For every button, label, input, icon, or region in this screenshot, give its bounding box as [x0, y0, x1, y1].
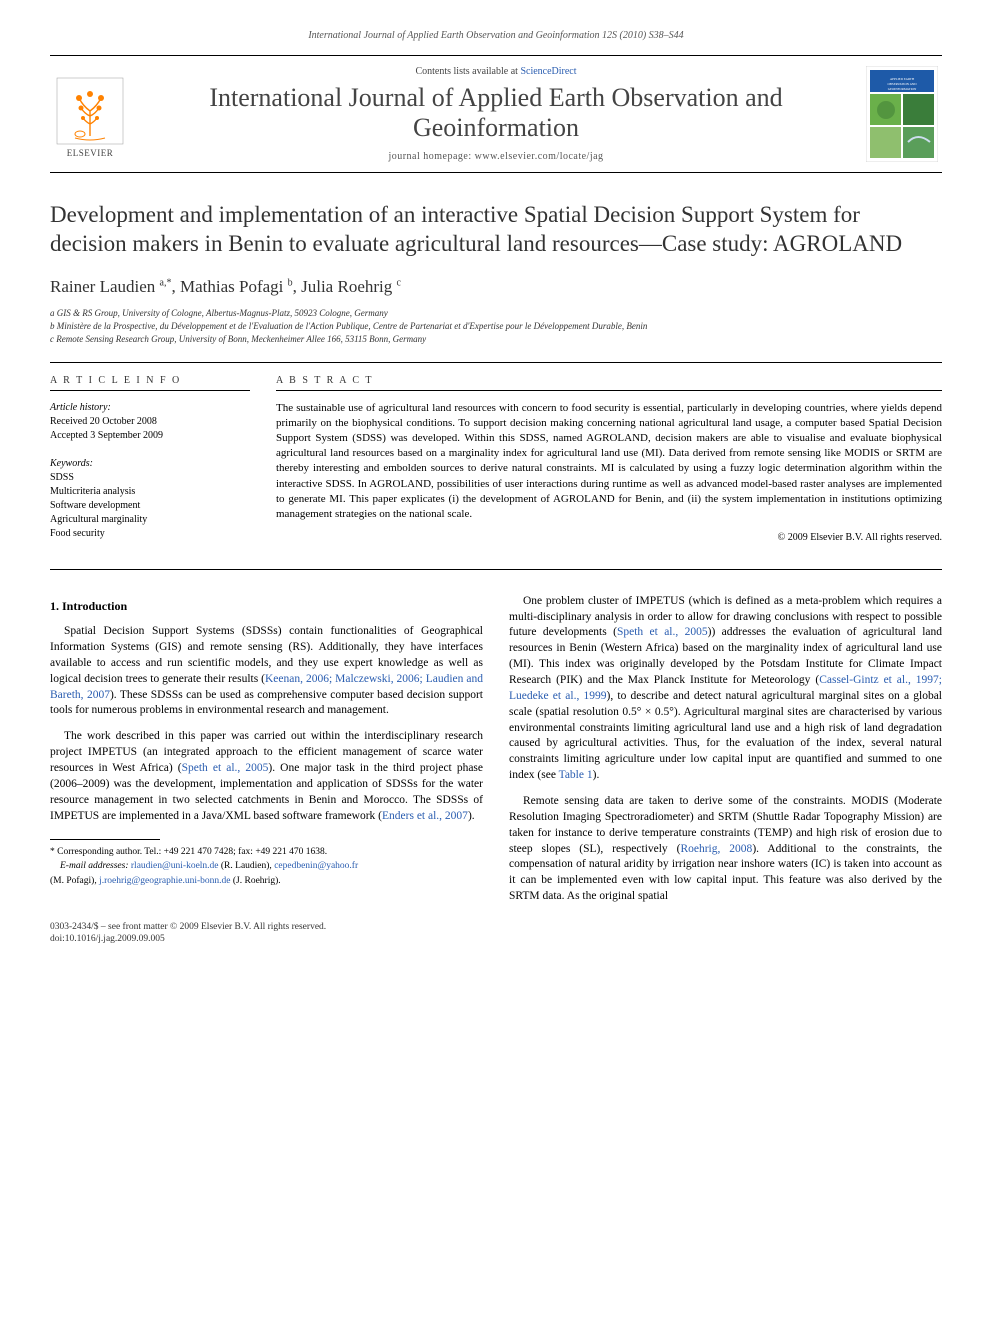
contents-prefix: Contents lists available at [415, 66, 520, 77]
abstract-heading: A B S T R A C T [276, 375, 942, 391]
footnote-block: * Corresponding author. Tel.: +49 221 47… [50, 839, 483, 888]
email-link[interactable]: rlaudien@uni-koeln.de [131, 861, 219, 871]
email-addresses-line: E-mail addresses: rlaudien@uni-koeln.de … [50, 860, 483, 873]
body-text: ). [468, 810, 475, 822]
citation-link[interactable]: Speth et al., 2005 [182, 762, 269, 774]
page-footer: 0303-2434/$ – see front matter © 2009 El… [50, 921, 942, 946]
footer-doi: doi:10.1016/j.jag.2009.09.005 [50, 933, 942, 945]
elsevier-logo: ELSEVIER [50, 66, 130, 162]
body-text: ), to describe and detect natural agricu… [509, 690, 942, 781]
journal-homepage: journal homepage: www.elsevier.com/locat… [388, 151, 603, 162]
history-received: Received 20 October 2008 [50, 415, 250, 429]
body-text: ). These SDSSs can be used as comprehens… [50, 689, 483, 717]
authors-line: Rainer Laudien a,*, Mathias Pofagi b, Ju… [50, 277, 942, 297]
body-text: ). [593, 769, 600, 781]
journal-masthead: ELSEVIER Contents lists available at Sci… [50, 55, 942, 173]
elsevier-tree-icon [55, 76, 125, 146]
corresponding-author: * Corresponding author. Tel.: +49 221 47… [50, 846, 483, 859]
abstract-copyright: © 2009 Elsevier B.V. All rights reserved… [276, 532, 942, 543]
footnotes: * Corresponding author. Tel.: +49 221 47… [50, 846, 483, 888]
sciencedirect-link[interactable]: ScienceDirect [520, 66, 576, 77]
svg-text:OBSERVATION AND: OBSERVATION AND [888, 82, 918, 86]
body-paragraph: The work described in this paper was car… [50, 729, 483, 824]
article-info-heading: A R T I C L E I N F O [50, 375, 250, 391]
footer-copyright: 0303-2434/$ – see front matter © 2009 El… [50, 921, 942, 933]
body-paragraph: One problem cluster of IMPETUS (which is… [509, 594, 942, 784]
journal-name: International Journal of Applied Earth O… [144, 83, 848, 143]
email-who: (R. Laudien), [219, 861, 275, 871]
citation-link[interactable]: Speth et al., 2005 [617, 626, 708, 638]
running-head: International Journal of Applied Earth O… [50, 30, 942, 41]
email-addresses-line2: (M. Pofagi), j.roehrig@geographie.uni-bo… [50, 875, 483, 888]
affiliation-a: a GIS & RS Group, University of Cologne,… [50, 307, 942, 320]
info-abstract-block: A R T I C L E I N F O Article history: R… [50, 362, 942, 570]
article-history-block: Article history: Received 20 October 200… [50, 401, 250, 443]
publisher-name: ELSEVIER [67, 148, 114, 158]
article-info-column: A R T I C L E I N F O Article history: R… [50, 375, 250, 555]
email-who: (J. Roehrig). [231, 876, 281, 886]
citation-link[interactable]: Enders et al., 2007 [382, 810, 468, 822]
body-columns: 1. Introduction Spatial Decision Support… [50, 594, 942, 905]
keywords-label: Keywords: [50, 457, 250, 471]
keywords-block: Keywords: SDSS Multicriteria analysis So… [50, 457, 250, 541]
body-paragraph: Spatial Decision Support Systems (SDSSs)… [50, 624, 483, 719]
emails-label: E-mail addresses: [60, 861, 129, 871]
email-who: (M. Pofagi), [50, 876, 99, 886]
body-paragraph: Remote sensing data are taken to derive … [509, 794, 942, 905]
table-ref-link[interactable]: Table 1 [559, 769, 593, 781]
cover-icon: APPLIED EARTH OBSERVATION AND GEOINFORMA… [866, 66, 938, 162]
keyword: Multicriteria analysis [50, 485, 250, 499]
citation-link[interactable]: Roehrig, 2008 [680, 843, 752, 855]
keyword: Software development [50, 499, 250, 513]
keyword: SDSS [50, 471, 250, 485]
history-accepted: Accepted 3 September 2009 [50, 429, 250, 443]
masthead-center: Contents lists available at ScienceDirec… [144, 66, 848, 162]
section-heading-intro: 1. Introduction [50, 598, 483, 615]
abstract-column: A B S T R A C T The sustainable use of a… [276, 375, 942, 555]
affiliation-b: b Ministère de la Prospective, du Dévelo… [50, 320, 942, 333]
journal-cover-thumbnail: APPLIED EARTH OBSERVATION AND GEOINFORMA… [862, 66, 942, 162]
email-link[interactable]: cepedbenin@yahoo.fr [274, 861, 358, 871]
history-label: Article history: [50, 401, 250, 415]
contents-available-line: Contents lists available at ScienceDirec… [415, 66, 576, 77]
affiliations: a GIS & RS Group, University of Cologne,… [50, 307, 942, 346]
svg-text:GEOINFORMATION: GEOINFORMATION [888, 87, 917, 91]
article-title: Development and implementation of an int… [50, 201, 942, 259]
affiliation-c: c Remote Sensing Research Group, Univers… [50, 333, 942, 346]
email-link[interactable]: j.roehrig@geographie.uni-bonn.de [99, 876, 230, 886]
svg-text:APPLIED EARTH: APPLIED EARTH [890, 77, 915, 81]
keyword: Food security [50, 527, 250, 541]
abstract-body: The sustainable use of agricultural land… [276, 401, 942, 522]
footnote-separator [50, 839, 160, 840]
keyword: Agricultural marginality [50, 513, 250, 527]
